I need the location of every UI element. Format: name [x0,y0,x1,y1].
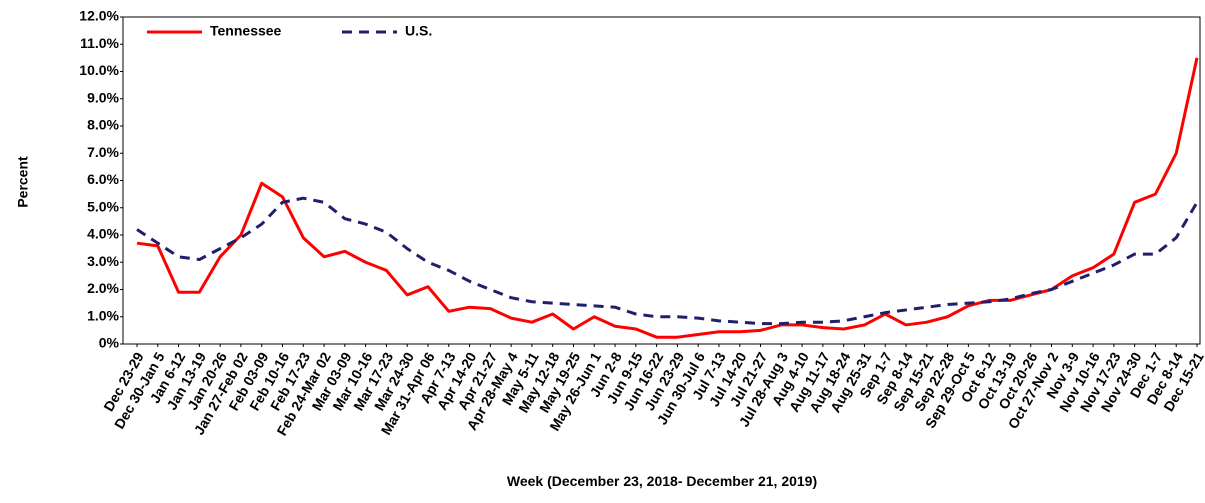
y-tick-label: 10.0% [79,62,119,78]
y-tick-label: 3.0% [87,253,119,269]
y-tick-label: 1.0% [87,307,119,323]
y-tick-label: 6.0% [87,171,119,187]
y-tick-label: 2.0% [87,280,119,296]
y-tick-label: 7.0% [87,144,119,160]
y-axis-label: Percent [15,156,31,208]
legend-label: U.S. [405,23,432,39]
series-line [136,57,1199,339]
x-axis-label: Week (December 23, 2018- December 21, 20… [507,473,817,489]
y-tick-label: 12.0% [79,8,119,24]
series-line [136,196,1199,326]
y-tick-label: 5.0% [87,198,119,214]
y-tick-label: 4.0% [87,226,119,242]
legend-label: Tennessee [210,23,282,39]
y-tick-label: 9.0% [87,89,119,105]
y-tick-label: 11.0% [80,35,119,51]
y-tick-label: 8.0% [87,117,119,133]
plot-frame [122,16,1201,345]
y-tick-label: 0% [99,335,120,351]
